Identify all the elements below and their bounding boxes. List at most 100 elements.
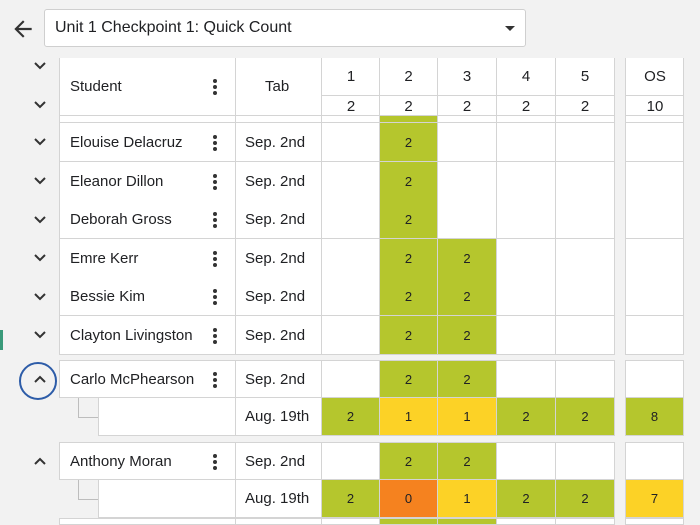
overall-score-cell[interactable]: [625, 123, 684, 162]
score-cell[interactable]: 2: [438, 277, 497, 316]
score-cell[interactable]: [497, 162, 556, 201]
tab-date: Sep. 2nd: [245, 287, 306, 305]
more-vert-icon[interactable]: [212, 327, 218, 345]
score-cell[interactable]: 2: [380, 162, 438, 201]
score-cell[interactable]: [321, 442, 380, 480]
question-points: 2: [462, 98, 472, 115]
student-name-cell[interactable]: Carlo McPhearson: [59, 360, 236, 398]
sub-score-cell[interactable]: 2: [321, 480, 380, 518]
score-cell[interactable]: [321, 360, 380, 398]
overall-score-cell[interactable]: [625, 162, 684, 201]
score-cell[interactable]: [556, 123, 615, 162]
assessment-select[interactable]: Unit 1 Checkpoint 1: Quick Count: [44, 9, 526, 47]
score-cell[interactable]: [438, 123, 497, 162]
student-name-cell[interactable]: Deborah Gross: [59, 200, 236, 239]
overall-score-cell[interactable]: [625, 200, 684, 239]
more-vert-icon[interactable]: [212, 250, 218, 268]
more-vert-icon[interactable]: [212, 173, 218, 191]
chevron-up-icon[interactable]: [30, 451, 50, 471]
student-name-cell[interactable]: Bessie Kim: [59, 277, 236, 316]
more-vert-icon[interactable]: [212, 211, 218, 229]
more-vert-icon[interactable]: [212, 134, 218, 152]
overall-score-cell[interactable]: [625, 316, 684, 355]
student-name-cell[interactable]: Eleanor Dillon: [59, 162, 236, 201]
score-cell[interactable]: 2: [438, 316, 497, 355]
sub-overall-score-cell[interactable]: 7: [625, 480, 684, 518]
student-name: Deborah Gross: [70, 210, 172, 228]
score-cell[interactable]: [497, 277, 556, 316]
student-name-cell[interactable]: Clayton Livingston: [59, 316, 236, 355]
score-cell[interactable]: [556, 316, 615, 355]
sub-score-cell[interactable]: 0: [380, 480, 438, 518]
assessment-select-value: Unit 1 Checkpoint 1: Quick Count: [55, 19, 292, 36]
sub-overall-score-cell[interactable]: 8: [625, 398, 684, 436]
score-cell[interactable]: 2: [438, 239, 497, 278]
score-cell[interactable]: [321, 162, 380, 201]
score-cell[interactable]: 2: [438, 442, 497, 480]
dropdown-caret-icon: [505, 26, 515, 31]
score-cell[interactable]: [321, 277, 380, 316]
score-cell[interactable]: 2: [438, 360, 497, 398]
score-cell[interactable]: 2: [380, 316, 438, 355]
score-cell[interactable]: [556, 442, 615, 480]
overall-score-cell[interactable]: [625, 360, 684, 398]
chevron-down-icon[interactable]: [30, 248, 50, 268]
score-cell[interactable]: [438, 200, 497, 239]
sub-score-cell[interactable]: 2: [556, 480, 615, 518]
chevron-down-icon[interactable]: [30, 56, 50, 76]
chevron-down-icon[interactable]: [30, 287, 50, 307]
score-cell[interactable]: [497, 360, 556, 398]
score-cell[interactable]: [497, 123, 556, 162]
score-cell[interactable]: [556, 162, 615, 201]
score-cell[interactable]: 2: [380, 442, 438, 480]
chevron-down-icon[interactable]: [30, 210, 50, 230]
chevron-down-icon[interactable]: [30, 325, 50, 345]
chevron-down-icon[interactable]: [30, 132, 50, 152]
score-cell[interactable]: [321, 239, 380, 278]
score-cell[interactable]: [556, 239, 615, 278]
overall-score-cell[interactable]: [625, 239, 684, 278]
score-cell[interactable]: [497, 316, 556, 355]
score-cell[interactable]: [497, 200, 556, 239]
chevron-down-icon[interactable]: [30, 171, 50, 191]
overall-score-cell[interactable]: [625, 277, 684, 316]
score-cell[interactable]: 2: [380, 123, 438, 162]
score-cell[interactable]: [556, 277, 615, 316]
sub-tab-date: Aug. 19th: [245, 408, 310, 425]
more-vert-icon[interactable]: [212, 453, 218, 471]
sub-tab-date-cell: Aug. 19th: [236, 480, 322, 518]
overall-score-cell[interactable]: [625, 442, 684, 480]
score-cell[interactable]: 2: [380, 200, 438, 239]
score-cell[interactable]: 2: [380, 239, 438, 278]
sub-score-cell[interactable]: 1: [380, 398, 438, 436]
student-name-cell[interactable]: Emre Kerr: [59, 239, 236, 278]
score-cell[interactable]: [497, 442, 556, 480]
score-cell[interactable]: [321, 123, 380, 162]
more-vert-icon[interactable]: [212, 288, 218, 306]
sub-score-cell[interactable]: 2: [556, 398, 615, 436]
score-cell[interactable]: 2: [380, 277, 438, 316]
sub-score-cell[interactable]: 1: [438, 398, 497, 436]
chevron-down-icon[interactable]: [30, 95, 50, 115]
back-arrow-icon[interactable]: [10, 16, 36, 42]
more-vert-icon[interactable]: [212, 78, 218, 96]
more-vert-icon[interactable]: [212, 371, 218, 389]
overall-label: OS: [644, 68, 666, 85]
score-cell[interactable]: 2: [380, 360, 438, 398]
score-cell[interactable]: [556, 200, 615, 239]
score-cell[interactable]: [556, 360, 615, 398]
sub-score-cell[interactable]: 2: [321, 398, 380, 436]
sub-score-cell[interactable]: 2: [497, 480, 556, 518]
sub-row-connector: [78, 398, 98, 418]
sub-score-cell[interactable]: 2: [497, 398, 556, 436]
student-name-cell[interactable]: Elouise Delacruz: [59, 123, 236, 162]
overall-points: 10: [646, 98, 664, 115]
sub-score-cell[interactable]: 1: [438, 480, 497, 518]
score-cell[interactable]: [497, 239, 556, 278]
student-name-cell[interactable]: Anthony Moran: [59, 442, 236, 480]
score-cell[interactable]: [321, 200, 380, 239]
score-cell[interactable]: [438, 162, 497, 201]
score-cell[interactable]: [321, 316, 380, 355]
